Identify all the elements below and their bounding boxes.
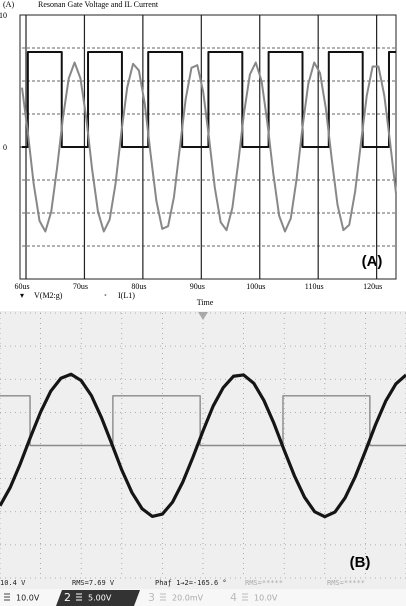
x-tick-label: 110us	[305, 282, 324, 291]
x-tick-label: 90us	[190, 282, 205, 291]
panel-tag: (A)	[362, 253, 383, 270]
panel-label: (A)	[3, 0, 14, 9]
legend-marker: ▾	[20, 291, 24, 300]
x-tick-label: 70us	[73, 282, 88, 291]
x-tick-label: 120us	[363, 282, 382, 291]
channel-number: 2	[64, 591, 71, 604]
series-line	[22, 50, 396, 148]
x-tick-label: 100us	[246, 282, 265, 291]
legend-label: V(M2:g)	[34, 291, 63, 300]
legend-marker: •	[104, 291, 107, 300]
series-line	[21, 61, 397, 233]
channel-number: 3	[148, 591, 155, 604]
x-axis-label: Time	[197, 298, 214, 307]
status-readout: RMS=*****	[245, 579, 283, 587]
panel-tag: (B)	[350, 554, 371, 571]
channel-number: 4	[230, 591, 237, 604]
trigger-marker	[198, 312, 208, 320]
status-readout: RMS=*****	[327, 579, 365, 587]
channel-scale: 5.00V	[88, 594, 112, 603]
channel-scale: 10.0V	[254, 594, 278, 603]
status-readout: Phaƒ 1→2=-165.6 °	[155, 579, 227, 587]
status-readout: RMS=7.69 V	[72, 579, 115, 587]
channel-scale: 10.0V	[16, 594, 40, 603]
y-tick-label: 10	[0, 11, 7, 20]
chart-title: Resonan Gate Voltage and IL Current	[38, 0, 159, 9]
x-tick-label: 80us	[131, 282, 146, 291]
channel-scale: 20.0mV	[172, 594, 204, 603]
y-tick-label: 0	[3, 143, 7, 152]
status-readout: 10.4 V	[0, 579, 26, 587]
legend-label: I(L1)	[118, 291, 135, 300]
x-tick-label: 60us	[14, 282, 29, 291]
series-line	[0, 372, 406, 519]
